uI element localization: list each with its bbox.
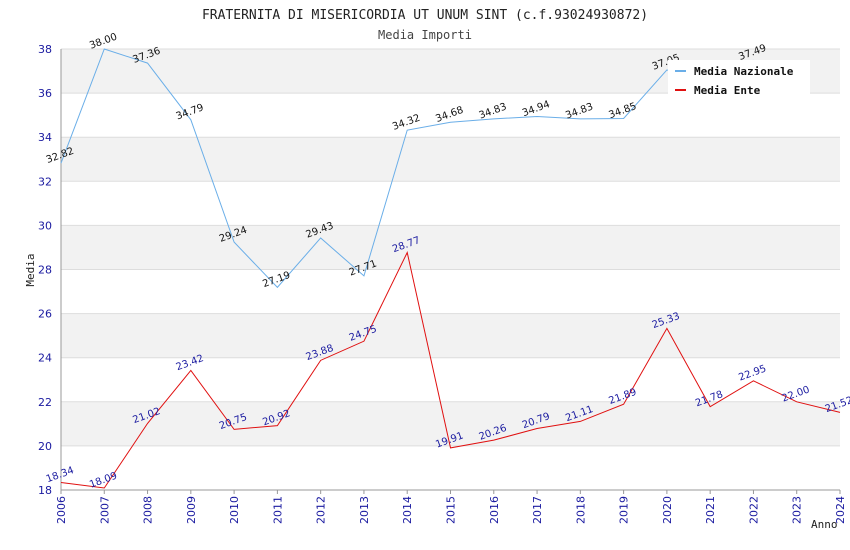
x-tick-label: 2018	[574, 496, 587, 524]
series-line-media-nazionale	[60, 48, 754, 289]
x-tick-label: 2012	[315, 496, 328, 524]
x-tick-label: 2015	[445, 496, 458, 524]
legend-box	[668, 60, 810, 96]
y-tick-label: 32	[38, 175, 52, 188]
x-tick-label: 2013	[358, 496, 371, 524]
x-axis-label: Anno	[811, 518, 838, 531]
legend-label-media-ente: Media Ente	[694, 84, 761, 97]
y-tick-label: 26	[38, 308, 52, 321]
y-tick-label: 36	[38, 87, 52, 100]
y-axis-label: Media	[24, 253, 37, 286]
data-label: 22.95	[737, 363, 768, 383]
x-tick-label: 2023	[791, 496, 804, 524]
x-tick-label: 2019	[618, 496, 631, 524]
plot-band	[61, 313, 840, 358]
x-tick-label: 2024	[834, 496, 847, 524]
x-tick-label: 2021	[704, 496, 717, 524]
y-tick-label: 18	[38, 484, 52, 497]
x-tick-label: 2020	[661, 496, 674, 524]
y-tick-label: 22	[38, 396, 52, 409]
plot-band	[61, 137, 840, 182]
y-tick-label: 20	[38, 440, 52, 453]
legend-label-media-nazionale: Media Nazionale	[694, 65, 794, 78]
plot-background	[61, 49, 840, 446]
series-line-media-ente	[60, 251, 841, 489]
y-tick-label: 34	[38, 131, 52, 144]
y-tick-label: 30	[38, 219, 52, 232]
x-tick-label: 2011	[271, 496, 284, 524]
y-tick-label: 28	[38, 264, 52, 277]
x-tick-label: 2007	[98, 496, 111, 524]
x-tick-label: 2014	[401, 496, 414, 524]
y-tick-label: 38	[38, 43, 52, 56]
x-tick-label: 2008	[142, 496, 155, 524]
plot-band	[61, 225, 840, 270]
x-tick-label: 2022	[747, 496, 760, 524]
x-tick-label: 2009	[185, 496, 198, 524]
legend: Media Nazionale Media Ente	[668, 60, 810, 97]
data-label: 18.34	[45, 465, 76, 485]
x-tick-label: 2006	[55, 496, 68, 524]
x-tick-label: 2010	[228, 496, 241, 524]
data-label: 34.32	[391, 113, 422, 133]
chart-subtitle: Media Importi	[378, 28, 472, 42]
plot-band	[61, 401, 840, 446]
chart-title: FRATERNITA DI MISERICORDIA UT UNUM SINT …	[202, 8, 648, 23]
y-tick-label: 24	[38, 352, 52, 365]
series-layer	[60, 48, 841, 489]
x-tick-label: 2017	[531, 496, 544, 524]
x-tick-label: 2016	[488, 496, 501, 524]
